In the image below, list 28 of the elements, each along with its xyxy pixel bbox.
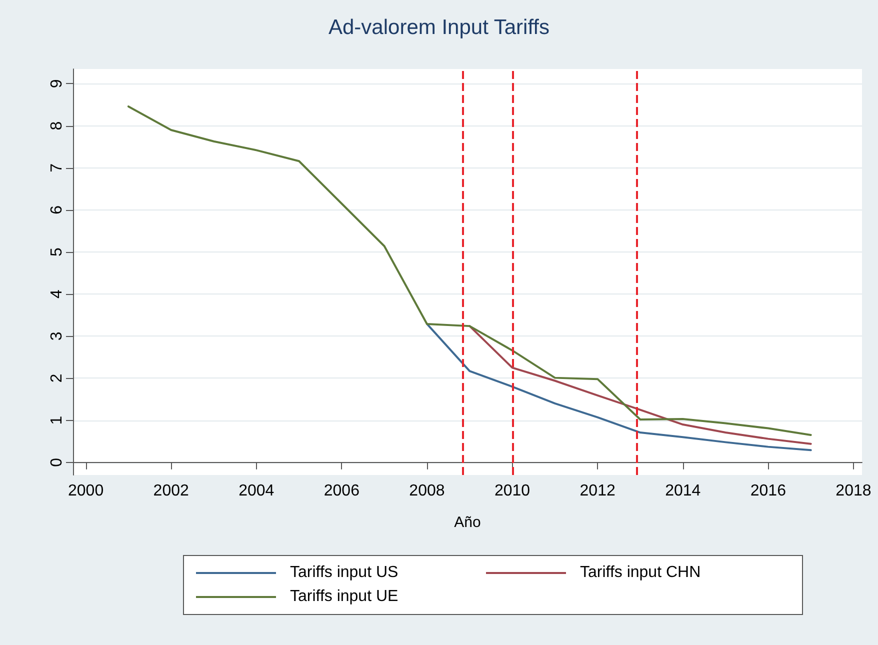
y-tick-label: 4 xyxy=(48,290,66,299)
x-tick-label: 2004 xyxy=(238,482,274,500)
legend-label: Tariffs input US xyxy=(290,564,398,582)
line-series xyxy=(426,322,812,452)
legend-label: Tariffs input CHN xyxy=(580,564,701,582)
y-tick-label: 5 xyxy=(48,247,66,256)
x-tick-label: 2012 xyxy=(580,482,616,500)
line-series xyxy=(127,105,812,436)
x-tick-label: 2010 xyxy=(494,482,530,500)
y-tick-label: 0 xyxy=(48,458,66,467)
y-tick-label: 3 xyxy=(48,332,66,341)
y-tick-label: 9 xyxy=(48,79,66,88)
x-tick-label: 2014 xyxy=(665,482,701,500)
y-tick-label: 6 xyxy=(48,205,66,214)
y-tick-label: 7 xyxy=(48,163,66,172)
x-tick-label: 2018 xyxy=(836,482,872,500)
y-tick-label: 1 xyxy=(48,416,66,425)
x-tick-label: 2000 xyxy=(68,482,104,500)
x-axis-title: Año xyxy=(454,514,481,531)
chart-title: Ad-valorem Input Tariffs xyxy=(328,16,550,39)
x-tick-label: 2008 xyxy=(409,482,445,500)
y-tick-label: 2 xyxy=(48,374,66,383)
x-tick-label: 2006 xyxy=(324,482,360,500)
x-tick-label: 2002 xyxy=(153,482,189,500)
x-tick-label: 2016 xyxy=(750,482,786,500)
line-series xyxy=(468,325,812,445)
y-tick-label: 8 xyxy=(48,121,66,130)
legend-label: Tariffs input UE xyxy=(290,588,398,606)
